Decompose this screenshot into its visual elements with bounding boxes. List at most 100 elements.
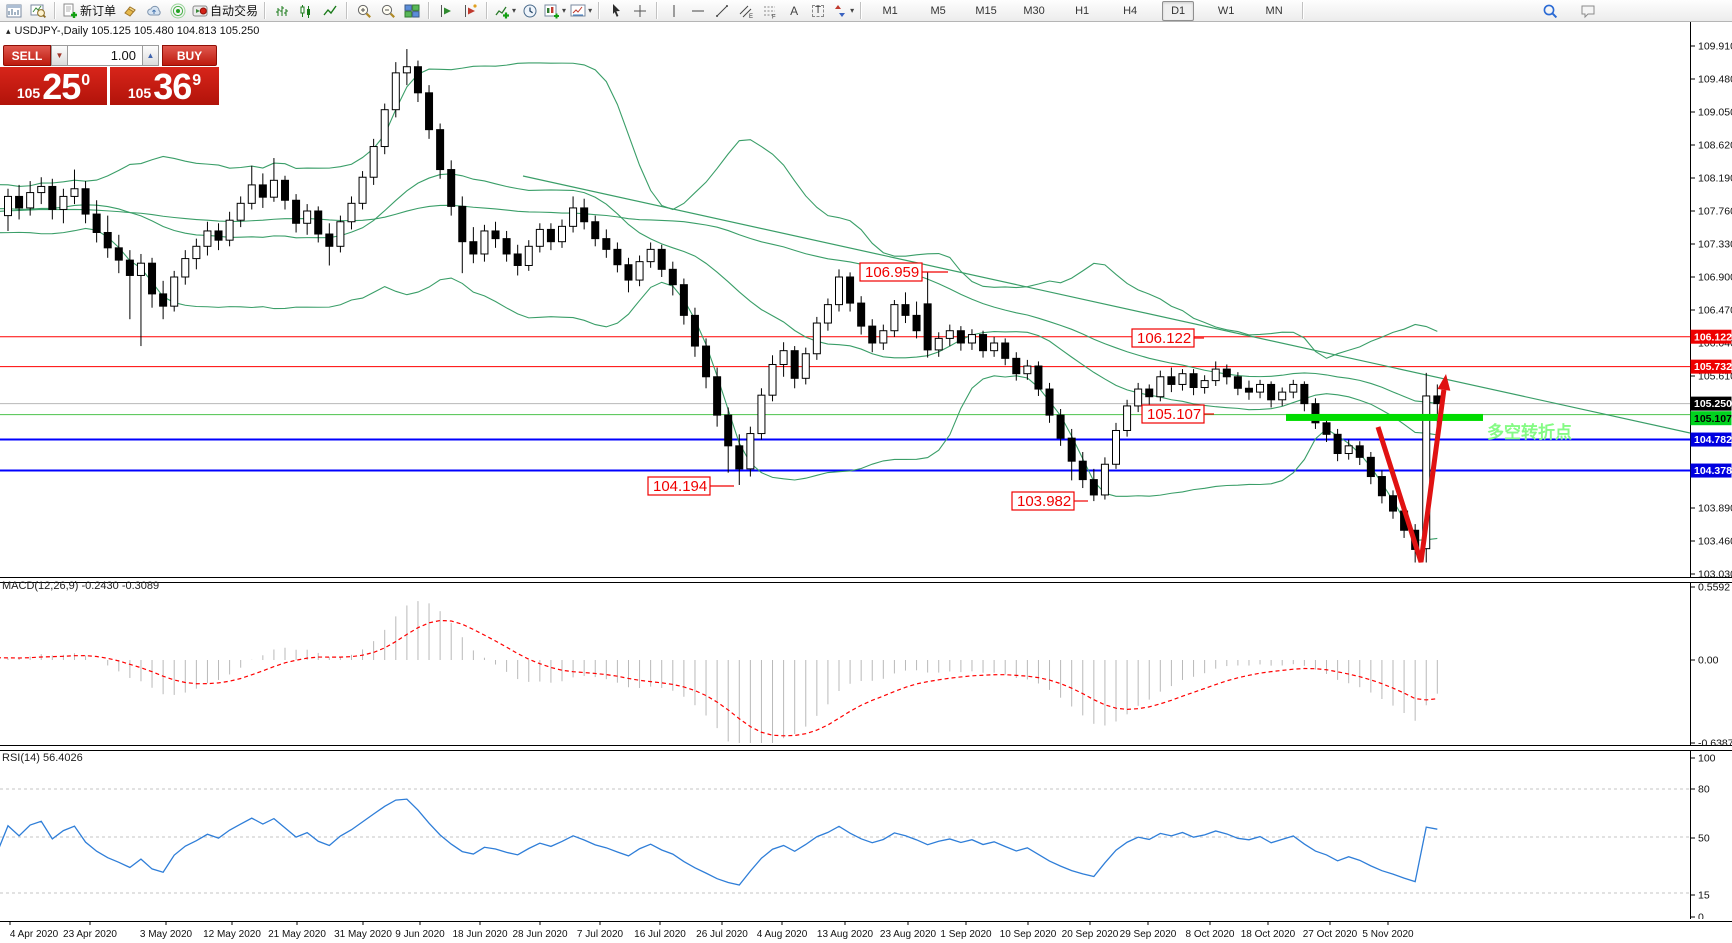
arrows-tool[interactable]: ▾ [830, 1, 856, 21]
timeframe-button-mn[interactable]: MN [1265, 4, 1283, 17]
candle [602, 238, 611, 250]
candle [214, 230, 223, 241]
candle [768, 363, 777, 396]
trendline[interactable] [522, 175, 1690, 434]
time-axis-label: 10 Sep 2020 [1000, 929, 1057, 940]
buy-button[interactable]: BUY [162, 45, 217, 66]
volume-decrease-button[interactable]: ▼ [51, 45, 68, 66]
candle [1089, 479, 1098, 496]
support-zone-bar[interactable] [1286, 413, 1483, 421]
candle [1078, 460, 1087, 481]
price-callout-text: 106.959 [865, 264, 919, 281]
candle-chart-icon[interactable] [294, 1, 318, 21]
candle [846, 276, 855, 304]
main-chart-canvas[interactable]: 多空转折点 106.959 106.122 105.107 104.194 103.982… [0, 22, 1732, 578]
zoom-out-icon[interactable] [376, 1, 400, 21]
trendline-tool[interactable] [710, 1, 734, 21]
candle [635, 261, 644, 281]
price-axis-label: 107.330 [1698, 238, 1732, 250]
candle [569, 207, 578, 227]
text-tool[interactable]: A [790, 3, 799, 18]
time-axis-label: 23 Apr 2020 [63, 929, 117, 940]
price-axis-label: 109.480 [1698, 73, 1732, 85]
chevron-down-icon: ▾ [562, 5, 567, 15]
new-order-button[interactable]: 新订单 [60, 1, 118, 21]
candle [1012, 357, 1021, 375]
line-chart-icon[interactable] [318, 1, 342, 21]
text-label-tool[interactable]: T [806, 1, 830, 21]
volume-increase-button[interactable]: ▲ [142, 45, 159, 66]
candle [1045, 388, 1054, 416]
buy-price[interactable]: 105 36 9 [110, 67, 219, 105]
search-icon[interactable] [1538, 1, 1562, 21]
candle [812, 322, 821, 355]
rsi-canvas[interactable]: 100 80 50 15 0 [0, 750, 1732, 919]
candle [325, 233, 334, 247]
sell-price[interactable]: 105 25 0 [0, 67, 107, 105]
timeframe-button-m30[interactable]: M30 [1023, 4, 1045, 17]
bollinger-upper [0, 62, 1438, 359]
candle [281, 179, 289, 201]
buy-price-sup: 9 [192, 72, 202, 89]
chart-preview-icon[interactable] [26, 1, 50, 21]
toolbar: 新订单 自动交易 ▾ ▾ ▾ E F A T ▾ M1 M5 M15 M30 H1 H4 D… [0, 0, 1732, 22]
autotrade-button[interactable]: 自动交易 [190, 1, 260, 21]
equidistant-channel-tool[interactable]: E [734, 1, 758, 21]
timeframe-button-m15[interactable]: M15 [975, 4, 997, 17]
tile-windows-icon[interactable] [400, 1, 424, 21]
volume-input[interactable] [68, 45, 142, 66]
crosshair-tool-button[interactable] [628, 1, 652, 21]
candle [546, 228, 555, 243]
eraser-icon[interactable] [118, 1, 142, 21]
candle [624, 264, 633, 281]
timeframe-button-h4[interactable]: H4 [1123, 4, 1138, 17]
timeframe-button-d1[interactable]: D1 [1162, 0, 1195, 21]
horizontal-line-tool[interactable] [686, 1, 710, 21]
annotation-label[interactable]: 多空转折点 [1487, 422, 1572, 442]
auto-scroll-icon[interactable] [434, 1, 458, 21]
plot-area [0, 49, 1690, 563]
fibonacci-tool[interactable]: F [758, 1, 782, 21]
candle [757, 394, 766, 435]
trend-arrow[interactable] [1375, 389, 1447, 563]
timeframe-button-w1[interactable]: W1 [1217, 4, 1235, 17]
chart-shift-icon[interactable] [458, 1, 482, 21]
timeframe-button-m5[interactable]: M5 [930, 4, 946, 17]
timeframe-button-h1[interactable]: H1 [1075, 4, 1090, 17]
sell-button[interactable]: SELL [3, 45, 51, 66]
price-badge [1690, 463, 1732, 478]
chart-window-icon[interactable] [2, 1, 26, 21]
price-callout-text: 106.122 [1137, 330, 1191, 347]
buy-price-prefix: 105 [127, 85, 152, 101]
new-chart-button[interactable]: ▾ [542, 1, 568, 21]
candle [1023, 365, 1032, 375]
candle [613, 248, 622, 266]
time-axis-label: 28 Jun 2020 [512, 929, 567, 940]
price-badge [1690, 411, 1732, 426]
time-axis-label: 13 Aug 2020 [817, 929, 874, 940]
add-indicator-button[interactable]: ▾ [492, 1, 518, 21]
candle [114, 247, 123, 261]
time-axis[interactable]: 4 Apr 2020 23 Apr 2020 3 May 2020 12 May 20… [0, 921, 1732, 943]
time-axis-label: 20 Sep 2020 [1062, 929, 1119, 940]
signal-icon[interactable] [166, 1, 190, 21]
bar-chart-icon[interactable] [270, 1, 294, 21]
candle [790, 350, 799, 379]
cloud-icon[interactable] [142, 1, 166, 21]
cursor-tool-button[interactable] [604, 1, 628, 21]
candle [4, 195, 12, 217]
candle [890, 304, 899, 332]
macd-canvas[interactable]: 0.5592 0.00 -0.6387 [0, 582, 1732, 746]
zoom-in-icon[interactable] [352, 1, 376, 21]
candle [436, 129, 445, 171]
candle [990, 342, 999, 352]
timeframe-button-m1[interactable]: M1 [882, 4, 898, 17]
comments-icon[interactable] [1576, 1, 1600, 21]
candle [1355, 445, 1364, 458]
chevron-down-icon: ▾ [850, 5, 855, 15]
profiles-button[interactable]: ▾ [568, 1, 594, 21]
candle [868, 325, 877, 344]
trend-arrow-head[interactable] [1437, 374, 1451, 391]
timeframes-clock-icon[interactable] [518, 1, 542, 21]
vertical-line-tool[interactable] [662, 1, 686, 21]
